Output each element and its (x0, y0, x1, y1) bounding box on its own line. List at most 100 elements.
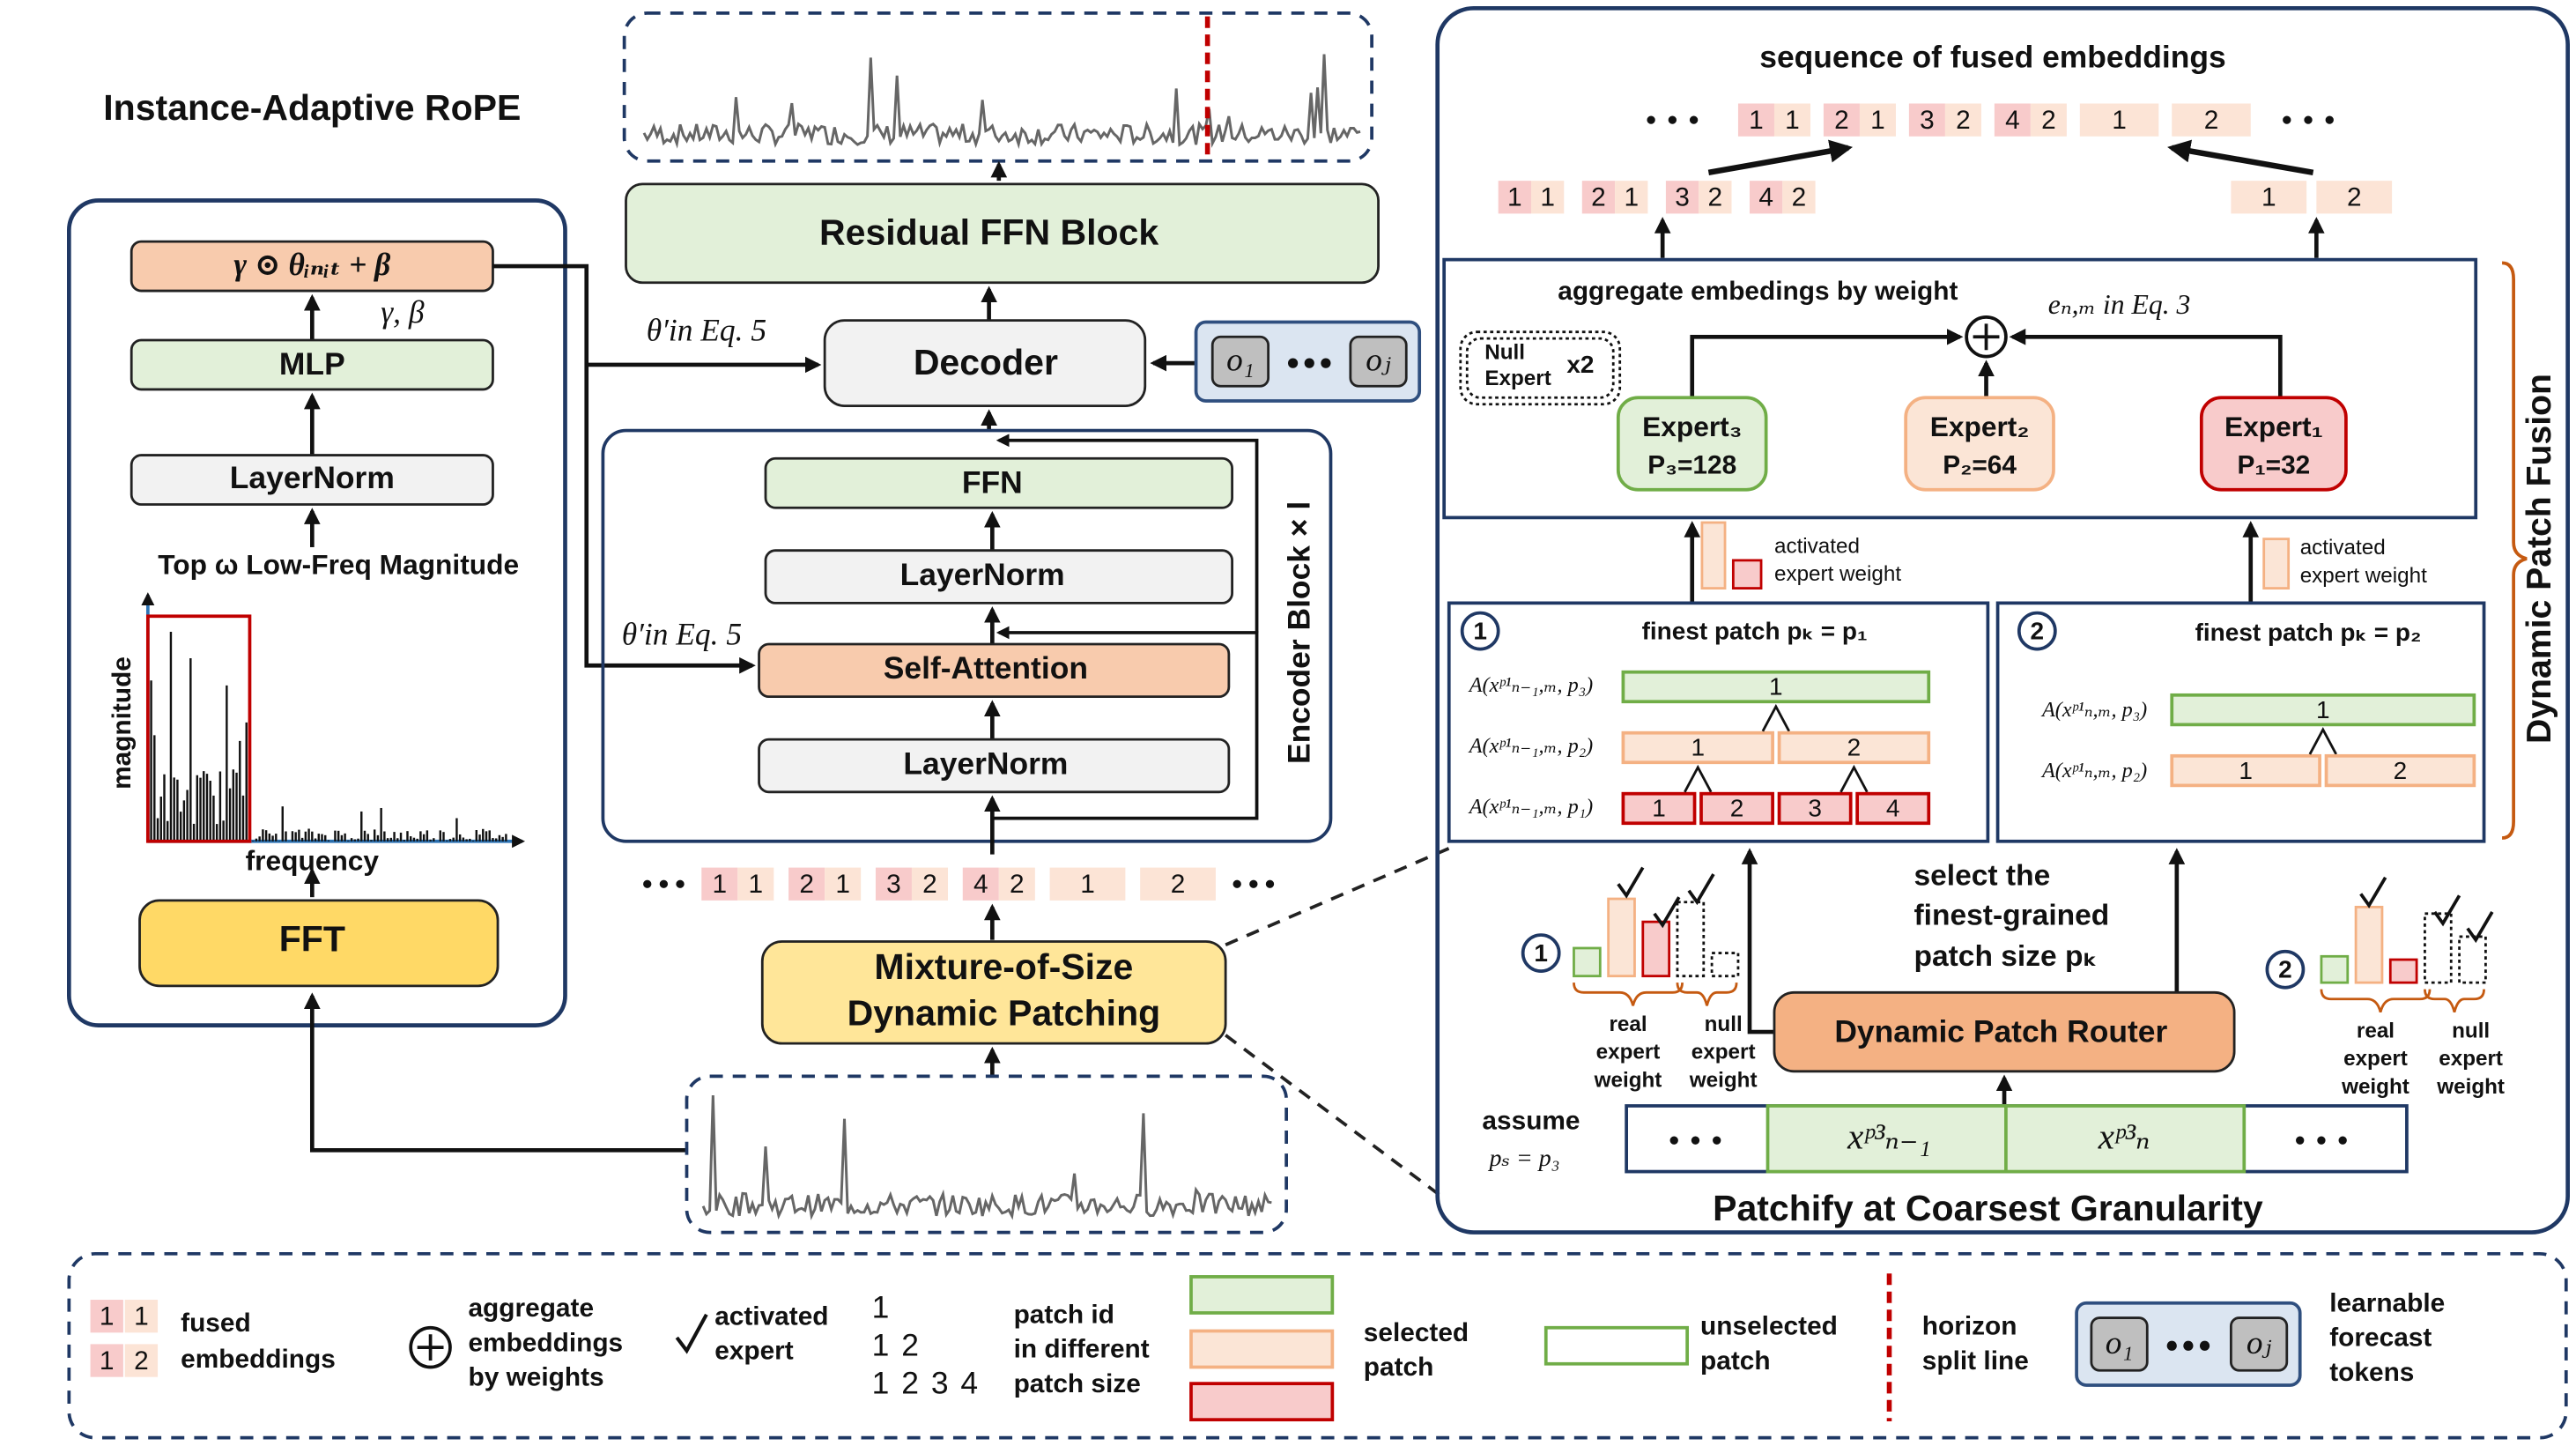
weight-label: expert (2439, 1047, 2503, 1071)
check-icon (1617, 866, 1645, 899)
embedding-label: eₙ,ₘ in Eq. 3 (2048, 289, 2191, 320)
legend-label: horizon (1922, 1312, 2017, 1341)
token-cell (1782, 181, 1816, 214)
brace (2424, 989, 2485, 1013)
patch-id: 2 (2394, 757, 2408, 784)
token-id: 3 (886, 870, 901, 899)
weight-label: expert (2343, 1047, 2408, 1071)
token-cell (90, 1344, 123, 1377)
token-cell (1737, 103, 1774, 137)
arrow (1690, 328, 1964, 398)
aggregate-box (1442, 257, 2478, 520)
weight-bar (1573, 946, 1602, 978)
weight-bar (1676, 901, 1706, 978)
patching-label: Dynamic Patching (848, 992, 1161, 1033)
dot (1669, 1136, 1678, 1145)
token-cell (1994, 103, 2031, 137)
legend-swatch (1189, 1275, 1335, 1315)
legend-label: embeddings (468, 1328, 623, 1357)
aggregate-label: aggregate embedings by weight (1558, 277, 1958, 306)
token-cell (1699, 181, 1732, 214)
legend-label: patch size (1014, 1369, 1141, 1398)
patch-id: 4 (1886, 795, 1900, 822)
dot (2166, 1340, 2177, 1351)
weight-label: weight (1689, 1068, 1758, 1092)
dot (659, 879, 669, 888)
zoom-line (1225, 844, 1455, 946)
patching-box (760, 940, 1227, 1045)
series-line (642, 54, 1361, 150)
patch-cell (1621, 670, 1931, 704)
layernorm-label: LayerNorm (230, 460, 395, 495)
ffn-box (764, 456, 1233, 509)
token-cell (2079, 103, 2159, 137)
legend-swatch (1189, 1329, 1335, 1369)
token-id: 4 (1758, 183, 1773, 212)
check-icon (675, 1313, 708, 1354)
legend-swatch (1543, 1325, 1690, 1366)
self-attention-box (758, 642, 1231, 699)
token-id: 1 (1624, 183, 1639, 212)
dot (676, 879, 685, 888)
token-cell (2172, 103, 2251, 137)
dot (2265, 949, 2306, 990)
patch-cell (1621, 791, 1697, 826)
legend-label: fused (181, 1309, 251, 1338)
weight-label: activated (1774, 534, 1860, 558)
weight-bar (2424, 912, 2453, 984)
token-cell (1581, 181, 1616, 214)
patch-cell (1777, 730, 1931, 765)
patch-id: 2 (901, 1365, 919, 1400)
token-id: 3 (1920, 106, 1935, 135)
legend-label: in different (1014, 1335, 1150, 1364)
token-cell (1859, 103, 1896, 137)
token-cell (2231, 181, 2307, 214)
routing-weights: real null expert expert weight weight real null… (1573, 866, 2505, 1099)
input-series-box (685, 1074, 1288, 1235)
ffn-label: FFN (962, 464, 1023, 500)
patch-rows: 1 1 2 1 2 3 4 (1621, 670, 1931, 826)
token-id: 1 (134, 1301, 149, 1331)
brace (1573, 983, 1684, 1006)
dot (2283, 115, 2291, 124)
layernorm-box (758, 738, 1231, 794)
residual-ffn-label: Residual FFN Block (819, 211, 1158, 252)
expert-box (1616, 396, 1768, 492)
dot (1265, 879, 1275, 888)
patch-cell (2170, 753, 2321, 788)
layernorm-box (764, 549, 1233, 604)
zoom-line (1225, 1034, 1447, 1201)
dot (2183, 1340, 2194, 1351)
rope-label: θ′in Eq. 5 (647, 313, 766, 348)
legend-label: forecast (2329, 1324, 2432, 1353)
self-attention-label: Self-Attention (884, 650, 1088, 686)
token-cell (2316, 181, 2393, 214)
token-id: 2 (134, 1346, 149, 1376)
token-id: 4 (2005, 106, 2020, 135)
weight-bar (1641, 920, 1671, 978)
token-id: 1 (1080, 870, 1095, 899)
dot (1288, 358, 1299, 368)
legend-token: oⱼ (2247, 1325, 2272, 1361)
token-cell (737, 867, 774, 901)
row-label: A(xᵖ¹ₙ,ₘ, p₃) (2040, 698, 2147, 722)
layernorm-label: LayerNorm (900, 557, 1065, 592)
patch-cell (1699, 791, 1774, 826)
token-id: 1 (1785, 106, 1800, 135)
patch-id: 1 (2316, 696, 2330, 723)
token-id: 1 (1749, 106, 1764, 135)
dot (1304, 358, 1314, 368)
patch-id: 3 (1808, 795, 1822, 822)
token-id: 1 (749, 870, 764, 899)
legend-label: by weights (468, 1362, 603, 1391)
weight-label: weight (2436, 1075, 2505, 1099)
panel-title: Instance-Adaptive RoPE (103, 87, 521, 128)
token-id: 2 (1171, 870, 1186, 899)
residual-ffn-box (625, 182, 1380, 285)
tree-link (1684, 764, 1713, 793)
expert-box (1904, 396, 2055, 492)
router-note: finest-grained (1913, 899, 2109, 931)
row-label: A(xᵖ¹ₙ₋₁,ₘ, p₂) (1468, 734, 1593, 758)
token-cell (1615, 181, 1648, 214)
